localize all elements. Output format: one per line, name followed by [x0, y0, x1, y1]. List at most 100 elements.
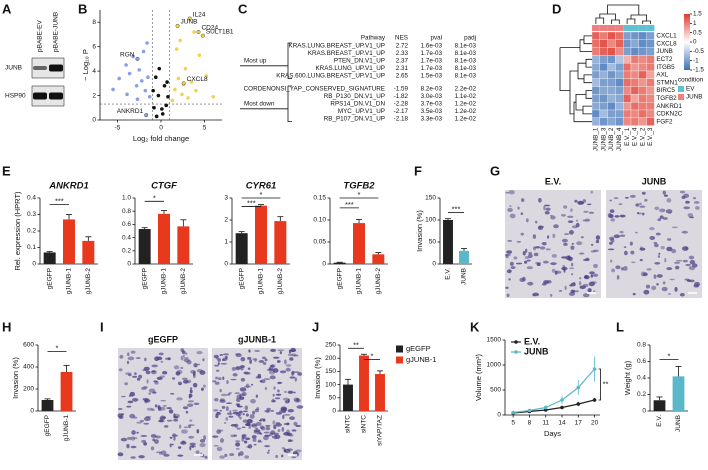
cell [193, 402, 200, 406]
cell [538, 198, 542, 203]
cell [118, 415, 124, 419]
cell [160, 450, 167, 455]
sig-label: * [371, 352, 374, 361]
cell [579, 277, 582, 280]
cell [595, 235, 601, 240]
cell [527, 281, 534, 286]
sig-label: *** [452, 205, 461, 214]
cell [284, 359, 287, 365]
cell [266, 368, 274, 371]
cell [550, 215, 556, 220]
y-tick-label: 0 [332, 408, 336, 415]
y-tick-label: 0 [32, 261, 36, 268]
heat-cell [630, 47, 639, 56]
labeled-point [187, 16, 192, 21]
error-bar [361, 353, 367, 356]
micrograph-bg [606, 190, 702, 298]
heat-cell [599, 117, 608, 126]
row-label: JUNB [656, 48, 672, 55]
cell [285, 364, 292, 367]
cell [192, 374, 196, 379]
y-tick-label: 0.8 [637, 342, 646, 349]
table-cell: -1.82 [394, 93, 409, 100]
cell [182, 354, 185, 358]
cell [196, 363, 201, 366]
cell [158, 352, 164, 356]
cell [553, 224, 559, 229]
cell [509, 213, 516, 219]
cell [154, 435, 161, 439]
bar [177, 226, 190, 264]
cell [146, 379, 149, 384]
cell [639, 247, 646, 251]
cell [214, 398, 219, 402]
cell [161, 416, 166, 419]
point [153, 75, 158, 80]
sig-bracket [598, 368, 601, 401]
cell [195, 450, 200, 454]
heat-cell [638, 63, 647, 72]
heat-cell [607, 39, 616, 48]
cell [290, 347, 296, 353]
y-axis-label: Invasion (%) [11, 357, 20, 399]
cell [539, 246, 546, 250]
cell [282, 414, 285, 420]
table-cell: RPS14_DN.V1_DN [330, 100, 385, 107]
error-bar [375, 252, 382, 255]
cell [217, 362, 220, 365]
heat-cell [630, 55, 639, 64]
cell [275, 411, 282, 415]
cell [163, 425, 169, 428]
heat-cell [591, 109, 600, 118]
cell [641, 191, 646, 195]
cell [281, 426, 285, 432]
cell [687, 213, 694, 218]
cell [251, 424, 257, 427]
cell [580, 236, 584, 239]
cell [685, 264, 691, 266]
cell [683, 206, 691, 210]
panel-letter: H [2, 319, 11, 334]
cell [550, 262, 557, 266]
y-tick-label: 0.05 [313, 239, 326, 246]
table-cell: MYC_UP.V1_UP [338, 108, 385, 115]
y-tick-label: 0 [224, 261, 228, 268]
cell [174, 413, 180, 419]
error-bar [675, 366, 682, 377]
heat-cell [591, 70, 600, 79]
cell [150, 446, 155, 451]
column-label: E.V._4 [632, 127, 639, 146]
y-axis-label: Rel. expression (HPRT) [13, 191, 22, 271]
cell [270, 410, 275, 412]
point [183, 66, 188, 71]
cell [166, 407, 172, 410]
cell [240, 356, 246, 362]
y-tick-label: 50 [329, 395, 337, 402]
cell [214, 381, 220, 385]
chart-title: CYR61 [246, 181, 277, 192]
cell [671, 226, 678, 229]
heat-cell [615, 63, 624, 72]
cell [570, 282, 576, 287]
cell [654, 206, 660, 211]
image-title: E.V. [545, 176, 561, 186]
point [131, 54, 135, 59]
table-cell: KRAS.LUNG_UP.V1_UP [315, 65, 385, 72]
cell [671, 248, 677, 254]
cell [682, 259, 688, 263]
error-bar [356, 219, 362, 224]
cell [563, 242, 568, 246]
cell [282, 397, 290, 401]
cell [168, 409, 174, 414]
y-tick-label: 0.2 [122, 248, 131, 255]
scale-label: -0.5 [693, 48, 704, 55]
cell [679, 190, 686, 194]
heat-cell [646, 109, 655, 118]
cell [255, 422, 262, 426]
cell [263, 431, 270, 434]
cell [590, 274, 594, 278]
x-tick-label: 11 [542, 420, 549, 427]
x-tick-label: 0 [159, 125, 163, 132]
heat-cell [615, 55, 624, 64]
heat-cell [630, 109, 639, 118]
